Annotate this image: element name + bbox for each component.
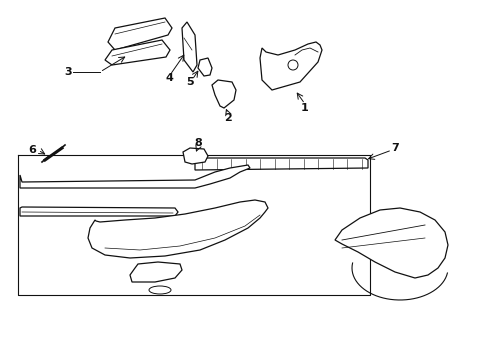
Text: 7: 7 (391, 143, 399, 153)
Polygon shape (195, 158, 368, 170)
Polygon shape (108, 18, 172, 50)
Polygon shape (212, 80, 236, 108)
Polygon shape (20, 165, 250, 188)
Text: 8: 8 (194, 138, 202, 148)
Text: 3: 3 (64, 67, 72, 77)
Polygon shape (198, 58, 212, 76)
Polygon shape (260, 42, 322, 90)
Polygon shape (182, 22, 197, 72)
Text: 1: 1 (301, 103, 309, 113)
Polygon shape (20, 207, 178, 216)
Text: 6: 6 (28, 145, 36, 155)
Polygon shape (88, 200, 268, 258)
Polygon shape (335, 208, 448, 278)
Polygon shape (105, 40, 170, 65)
Text: 2: 2 (224, 113, 232, 123)
Ellipse shape (149, 286, 171, 294)
Polygon shape (130, 262, 182, 282)
Text: 5: 5 (186, 77, 194, 87)
Polygon shape (183, 148, 208, 164)
Text: 4: 4 (165, 73, 173, 83)
Circle shape (288, 60, 298, 70)
